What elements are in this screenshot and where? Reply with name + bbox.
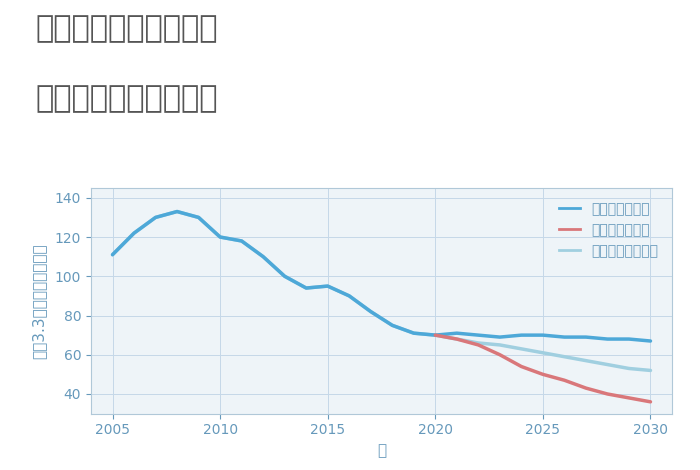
グッドシナリオ xyxy=(302,285,310,291)
ノーマルシナリオ xyxy=(582,358,590,363)
グッドシナリオ xyxy=(345,293,354,299)
ノーマルシナリオ xyxy=(388,322,396,328)
グッドシナリオ xyxy=(560,334,568,340)
グッドシナリオ xyxy=(646,338,654,344)
Line: グッドシナリオ: グッドシナリオ xyxy=(113,212,650,341)
ノーマルシナリオ xyxy=(496,342,504,348)
ノーマルシナリオ xyxy=(323,283,332,289)
グッドシナリオ xyxy=(539,332,547,338)
ノーマルシナリオ xyxy=(410,330,418,336)
ノーマルシナリオ xyxy=(151,215,160,220)
バッドシナリオ xyxy=(496,352,504,358)
グッドシナリオ xyxy=(281,274,289,279)
ノーマルシナリオ xyxy=(431,332,440,338)
グッドシナリオ xyxy=(173,209,181,214)
ノーマルシナリオ xyxy=(237,238,246,244)
Legend: グッドシナリオ, バッドシナリオ, ノーマルシナリオ: グッドシナリオ, バッドシナリオ, ノーマルシナリオ xyxy=(552,195,665,265)
グッドシナリオ xyxy=(410,330,418,336)
ノーマルシナリオ xyxy=(195,215,203,220)
グッドシナリオ xyxy=(130,230,138,236)
バッドシナリオ xyxy=(625,395,634,401)
グッドシナリオ xyxy=(453,330,461,336)
バッドシナリオ xyxy=(453,336,461,342)
グッドシナリオ xyxy=(237,238,246,244)
グッドシナリオ xyxy=(517,332,526,338)
Line: バッドシナリオ: バッドシナリオ xyxy=(435,335,650,402)
ノーマルシナリオ xyxy=(259,254,267,259)
ノーマルシナリオ xyxy=(517,346,526,352)
グッドシナリオ xyxy=(367,309,375,314)
バッドシナリオ xyxy=(474,342,482,348)
グッドシナリオ xyxy=(108,252,117,258)
ノーマルシナリオ xyxy=(216,234,224,240)
ノーマルシナリオ xyxy=(173,209,181,214)
ノーマルシナリオ xyxy=(453,336,461,342)
バッドシナリオ xyxy=(582,385,590,391)
グッドシナリオ xyxy=(388,322,396,328)
バッドシナリオ xyxy=(539,372,547,377)
グッドシナリオ xyxy=(474,332,482,338)
ノーマルシナリオ xyxy=(367,309,375,314)
ノーマルシナリオ xyxy=(625,366,634,371)
Text: 中古戸建ての価格推移: 中古戸建ての価格推移 xyxy=(35,85,218,114)
バッドシナリオ xyxy=(646,399,654,405)
ノーマルシナリオ xyxy=(302,285,310,291)
ノーマルシナリオ xyxy=(646,368,654,373)
Line: ノーマルシナリオ: ノーマルシナリオ xyxy=(113,212,650,370)
ノーマルシナリオ xyxy=(474,340,482,346)
ノーマルシナリオ xyxy=(560,354,568,360)
バッドシナリオ xyxy=(603,391,612,397)
グッドシナリオ xyxy=(496,334,504,340)
ノーマルシナリオ xyxy=(281,274,289,279)
グッドシナリオ xyxy=(582,334,590,340)
X-axis label: 年: 年 xyxy=(377,443,386,458)
ノーマルシナリオ xyxy=(603,362,612,368)
ノーマルシナリオ xyxy=(130,230,138,236)
グッドシナリオ xyxy=(603,336,612,342)
Y-axis label: 坪（3.3㎡）単価（万円）: 坪（3.3㎡）単価（万円） xyxy=(32,243,47,359)
グッドシナリオ xyxy=(431,332,440,338)
Text: 奈良県天理市岸田町の: 奈良県天理市岸田町の xyxy=(35,14,218,43)
グッドシナリオ xyxy=(259,254,267,259)
バッドシナリオ xyxy=(431,332,440,338)
バッドシナリオ xyxy=(560,377,568,383)
バッドシナリオ xyxy=(517,364,526,369)
グッドシナリオ xyxy=(323,283,332,289)
グッドシナリオ xyxy=(195,215,203,220)
グッドシナリオ xyxy=(151,215,160,220)
ノーマルシナリオ xyxy=(108,252,117,258)
グッドシナリオ xyxy=(625,336,634,342)
グッドシナリオ xyxy=(216,234,224,240)
ノーマルシナリオ xyxy=(539,350,547,356)
ノーマルシナリオ xyxy=(345,293,354,299)
